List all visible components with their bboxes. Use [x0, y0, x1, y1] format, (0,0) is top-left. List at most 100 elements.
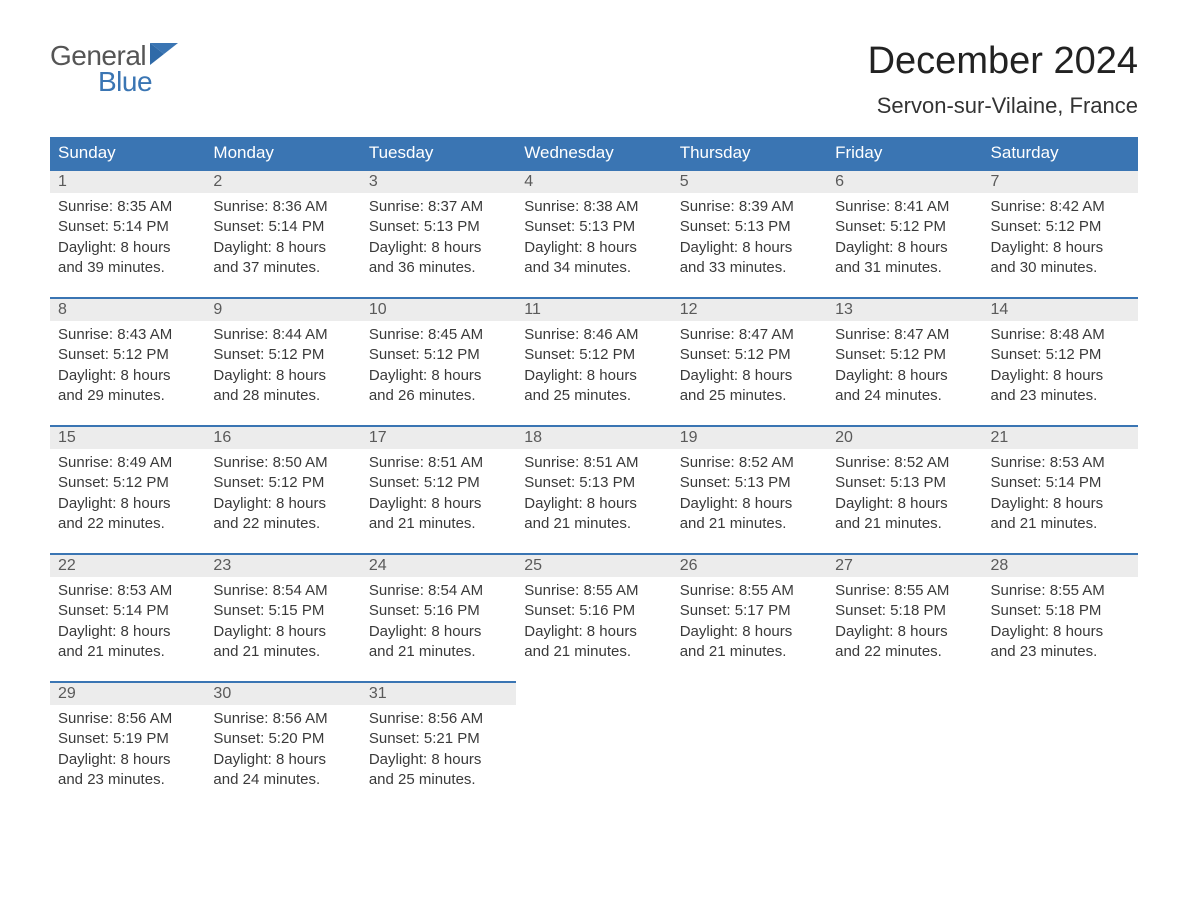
daylight-line: Daylight: 8 hours and 36 minutes. [369, 238, 508, 279]
calendar-day-cell: 8Sunrise: 8:43 AMSunset: 5:12 PMDaylight… [50, 297, 205, 425]
title-block: December 2024 Servon-sur-Vilaine, France [868, 40, 1138, 119]
sunset-line: Sunset: 5:18 PM [835, 601, 974, 621]
day-details: Sunrise: 8:39 AMSunset: 5:13 PMDaylight:… [672, 193, 827, 282]
calendar-day-cell: 7Sunrise: 8:42 AMSunset: 5:12 PMDaylight… [983, 169, 1138, 297]
sunrise-line: Sunrise: 8:43 AM [58, 325, 197, 345]
daylight-line: Daylight: 8 hours and 29 minutes. [58, 366, 197, 407]
daylight-line: Daylight: 8 hours and 24 minutes. [835, 366, 974, 407]
day-details: Sunrise: 8:37 AMSunset: 5:13 PMDaylight:… [361, 193, 516, 282]
sunset-line: Sunset: 5:20 PM [213, 729, 352, 749]
day-number: 2 [205, 169, 360, 193]
daylight-line: Daylight: 8 hours and 24 minutes. [213, 750, 352, 791]
day-number: 9 [205, 297, 360, 321]
sunrise-line: Sunrise: 8:45 AM [369, 325, 508, 345]
daylight-line: Daylight: 8 hours and 25 minutes. [524, 366, 663, 407]
sunset-line: Sunset: 5:18 PM [991, 601, 1130, 621]
day-details: Sunrise: 8:54 AMSunset: 5:15 PMDaylight:… [205, 577, 360, 666]
day-details: Sunrise: 8:38 AMSunset: 5:13 PMDaylight:… [516, 193, 671, 282]
calendar-day-cell: 11Sunrise: 8:46 AMSunset: 5:12 PMDayligh… [516, 297, 671, 425]
day-details: Sunrise: 8:55 AMSunset: 5:17 PMDaylight:… [672, 577, 827, 666]
day-number: 29 [50, 681, 205, 705]
day-number: 26 [672, 553, 827, 577]
day-number: 23 [205, 553, 360, 577]
page-header: General Blue December 2024 Servon-sur-Vi… [50, 40, 1138, 119]
daylight-line: Daylight: 8 hours and 22 minutes. [835, 622, 974, 663]
day-details: Sunrise: 8:46 AMSunset: 5:12 PMDaylight:… [516, 321, 671, 410]
weekday-header: Wednesday [516, 137, 671, 169]
sunset-line: Sunset: 5:12 PM [213, 345, 352, 365]
calendar-week-row: 1Sunrise: 8:35 AMSunset: 5:14 PMDaylight… [50, 169, 1138, 297]
daylight-line: Daylight: 8 hours and 21 minutes. [58, 622, 197, 663]
sunrise-line: Sunrise: 8:55 AM [991, 581, 1130, 601]
sunset-line: Sunset: 5:13 PM [835, 473, 974, 493]
sunrise-line: Sunrise: 8:51 AM [524, 453, 663, 473]
calendar-day-cell: 13Sunrise: 8:47 AMSunset: 5:12 PMDayligh… [827, 297, 982, 425]
sunset-line: Sunset: 5:19 PM [58, 729, 197, 749]
sunset-line: Sunset: 5:12 PM [58, 473, 197, 493]
calendar-day-cell: 26Sunrise: 8:55 AMSunset: 5:17 PMDayligh… [672, 553, 827, 681]
day-number: 5 [672, 169, 827, 193]
sunset-line: Sunset: 5:14 PM [58, 217, 197, 237]
daylight-line: Daylight: 8 hours and 33 minutes. [680, 238, 819, 279]
calendar-day-cell: 28Sunrise: 8:55 AMSunset: 5:18 PMDayligh… [983, 553, 1138, 681]
day-number: 18 [516, 425, 671, 449]
calendar-day-cell: 6Sunrise: 8:41 AMSunset: 5:12 PMDaylight… [827, 169, 982, 297]
sunrise-line: Sunrise: 8:39 AM [680, 197, 819, 217]
day-number: 13 [827, 297, 982, 321]
daylight-line: Daylight: 8 hours and 21 minutes. [369, 494, 508, 535]
month-title: December 2024 [868, 40, 1138, 83]
calendar-day-cell: 16Sunrise: 8:50 AMSunset: 5:12 PMDayligh… [205, 425, 360, 553]
day-details: Sunrise: 8:52 AMSunset: 5:13 PMDaylight:… [672, 449, 827, 538]
calendar-day-cell [983, 681, 1138, 809]
daylight-line: Daylight: 8 hours and 21 minutes. [369, 622, 508, 663]
day-number: 17 [361, 425, 516, 449]
day-number: 20 [827, 425, 982, 449]
weekday-header: Thursday [672, 137, 827, 169]
sunset-line: Sunset: 5:13 PM [680, 473, 819, 493]
day-details: Sunrise: 8:49 AMSunset: 5:12 PMDaylight:… [50, 449, 205, 538]
day-number: 3 [361, 169, 516, 193]
daylight-line: Daylight: 8 hours and 22 minutes. [213, 494, 352, 535]
sunrise-line: Sunrise: 8:38 AM [524, 197, 663, 217]
calendar-day-cell: 31Sunrise: 8:56 AMSunset: 5:21 PMDayligh… [361, 681, 516, 809]
day-number: 12 [672, 297, 827, 321]
sunset-line: Sunset: 5:16 PM [524, 601, 663, 621]
weekday-header: Friday [827, 137, 982, 169]
daylight-line: Daylight: 8 hours and 25 minutes. [369, 750, 508, 791]
daylight-line: Daylight: 8 hours and 21 minutes. [991, 494, 1130, 535]
calendar-day-cell: 4Sunrise: 8:38 AMSunset: 5:13 PMDaylight… [516, 169, 671, 297]
sunset-line: Sunset: 5:12 PM [369, 473, 508, 493]
day-details: Sunrise: 8:51 AMSunset: 5:13 PMDaylight:… [516, 449, 671, 538]
day-details: Sunrise: 8:53 AMSunset: 5:14 PMDaylight:… [983, 449, 1138, 538]
daylight-line: Daylight: 8 hours and 26 minutes. [369, 366, 508, 407]
daylight-line: Daylight: 8 hours and 21 minutes. [680, 494, 819, 535]
day-number: 27 [827, 553, 982, 577]
calendar-day-cell: 25Sunrise: 8:55 AMSunset: 5:16 PMDayligh… [516, 553, 671, 681]
day-number: 10 [361, 297, 516, 321]
calendar-table: Sunday Monday Tuesday Wednesday Thursday… [50, 137, 1138, 809]
day-details: Sunrise: 8:52 AMSunset: 5:13 PMDaylight:… [827, 449, 982, 538]
calendar-day-cell: 3Sunrise: 8:37 AMSunset: 5:13 PMDaylight… [361, 169, 516, 297]
day-details: Sunrise: 8:41 AMSunset: 5:12 PMDaylight:… [827, 193, 982, 282]
sunset-line: Sunset: 5:14 PM [991, 473, 1130, 493]
calendar-week-row: 29Sunrise: 8:56 AMSunset: 5:19 PMDayligh… [50, 681, 1138, 809]
calendar-day-cell: 21Sunrise: 8:53 AMSunset: 5:14 PMDayligh… [983, 425, 1138, 553]
day-details: Sunrise: 8:56 AMSunset: 5:19 PMDaylight:… [50, 705, 205, 794]
sunset-line: Sunset: 5:13 PM [680, 217, 819, 237]
sunrise-line: Sunrise: 8:47 AM [680, 325, 819, 345]
sunrise-line: Sunrise: 8:42 AM [991, 197, 1130, 217]
day-details: Sunrise: 8:35 AMSunset: 5:14 PMDaylight:… [50, 193, 205, 282]
day-details: Sunrise: 8:55 AMSunset: 5:16 PMDaylight:… [516, 577, 671, 666]
calendar-day-cell: 19Sunrise: 8:52 AMSunset: 5:13 PMDayligh… [672, 425, 827, 553]
location: Servon-sur-Vilaine, France [868, 93, 1138, 119]
sunrise-line: Sunrise: 8:55 AM [524, 581, 663, 601]
calendar-week-row: 8Sunrise: 8:43 AMSunset: 5:12 PMDaylight… [50, 297, 1138, 425]
calendar-day-cell: 12Sunrise: 8:47 AMSunset: 5:12 PMDayligh… [672, 297, 827, 425]
sunrise-line: Sunrise: 8:36 AM [213, 197, 352, 217]
calendar-day-cell: 14Sunrise: 8:48 AMSunset: 5:12 PMDayligh… [983, 297, 1138, 425]
daylight-line: Daylight: 8 hours and 21 minutes. [524, 494, 663, 535]
calendar-day-cell: 20Sunrise: 8:52 AMSunset: 5:13 PMDayligh… [827, 425, 982, 553]
logo: General Blue [50, 40, 178, 98]
daylight-line: Daylight: 8 hours and 21 minutes. [524, 622, 663, 663]
calendar-day-cell [827, 681, 982, 809]
